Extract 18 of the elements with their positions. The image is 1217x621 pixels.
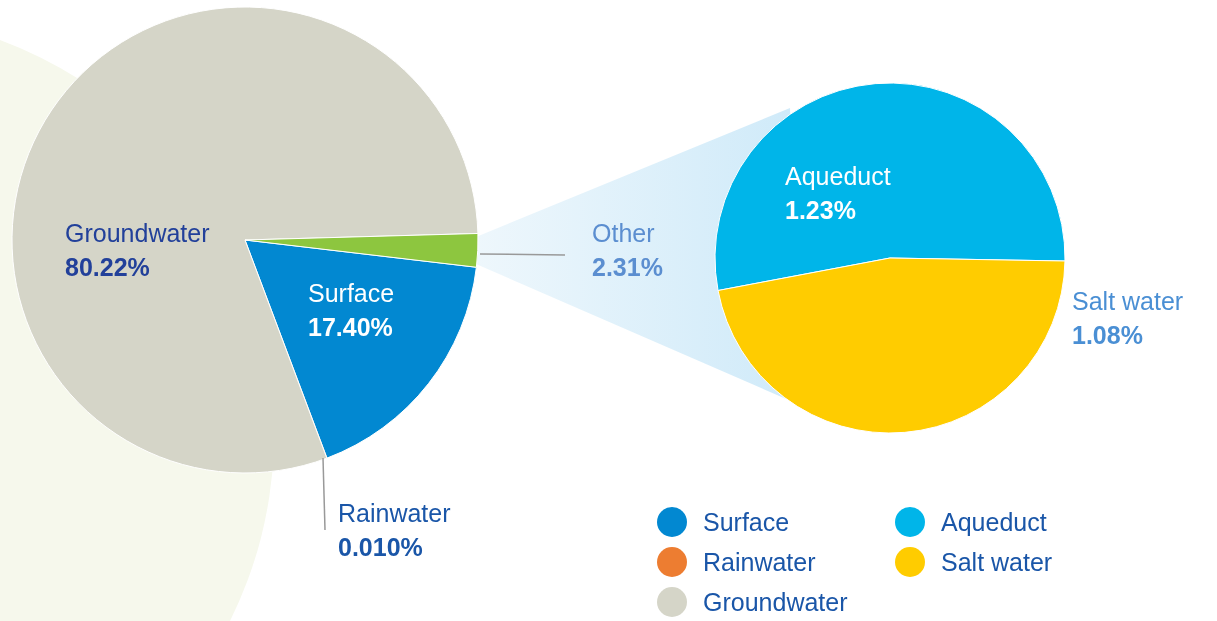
legend-label: Surface: [703, 508, 790, 536]
slice-label: Groundwater: [65, 219, 210, 247]
slice-label: Other: [592, 219, 655, 247]
data-label: 1.23%: [785, 196, 856, 224]
data-label: 17.40%: [308, 313, 393, 341]
data-label: 80.22%: [65, 253, 150, 281]
legend-label: Groundwater: [703, 588, 848, 616]
legend-label: Aqueduct: [941, 508, 1047, 536]
data-label: 2.31%: [592, 253, 663, 281]
data-label: 1.08%: [1072, 321, 1143, 349]
slice-label: Surface: [308, 279, 395, 307]
slice-label: Aqueduct: [785, 162, 891, 190]
legend-label: Salt water: [941, 548, 1053, 576]
data-label: 0.010%: [338, 533, 423, 561]
slice-label: Rainwater: [338, 499, 451, 527]
slice-label: Salt water: [1072, 287, 1184, 315]
legend-label: Rainwater: [703, 548, 816, 576]
pie-slice: [11, 6, 479, 474]
